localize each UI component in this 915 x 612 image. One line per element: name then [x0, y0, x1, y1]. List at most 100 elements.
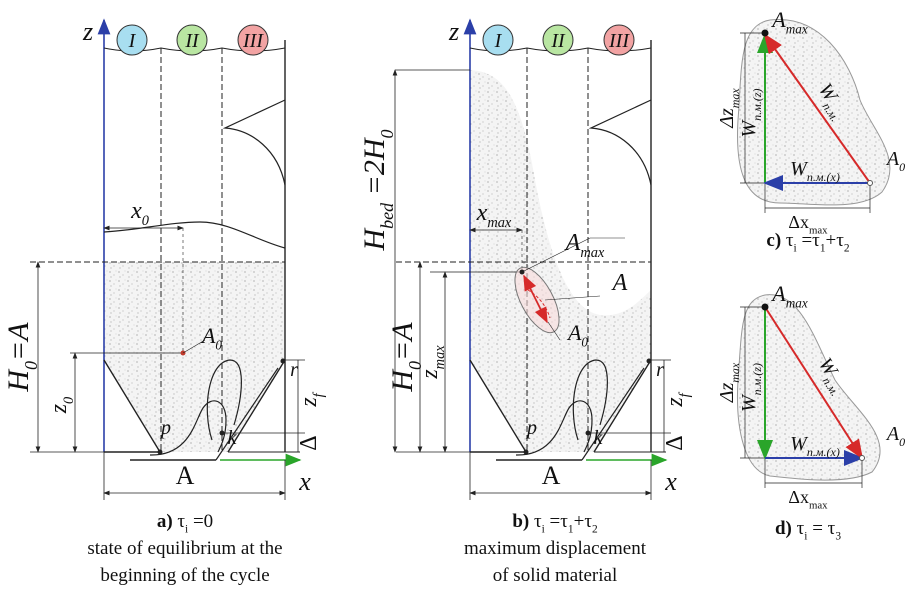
surface-wave: [104, 222, 285, 248]
zone-label: III: [242, 30, 264, 52]
label-part: = τ: [807, 518, 835, 539]
label: k: [228, 427, 238, 449]
label-part: z: [46, 403, 72, 414]
particle: [868, 181, 873, 186]
label-part: 0: [405, 361, 425, 370]
label-part: A: [564, 230, 581, 256]
label: r: [290, 359, 298, 381]
label-part: Δz: [716, 108, 738, 129]
label: zf: [296, 391, 327, 407]
label-part: A: [200, 323, 216, 348]
label: Amax: [564, 230, 605, 261]
caption: d) τi = τ3: [775, 518, 841, 543]
label-part: Δx: [788, 212, 809, 232]
label-part: max: [487, 215, 512, 231]
point: [524, 450, 529, 455]
label-part: max: [809, 499, 828, 511]
label-part: bed: [377, 202, 397, 229]
label-part: A: [770, 281, 786, 306]
label: Δxmax: [788, 487, 828, 511]
caption-line: state of equilibrium at the: [87, 538, 282, 559]
particle: [762, 30, 769, 37]
label: z0: [46, 396, 77, 414]
label-part: H: [386, 368, 419, 393]
label-part: d): [775, 518, 792, 539]
label-part: =τ: [545, 511, 568, 532]
point: [158, 450, 163, 455]
axis-label: x: [664, 467, 677, 496]
label-part: п.м.(x): [807, 445, 840, 459]
label-part: 0: [899, 160, 905, 174]
label-part: c): [766, 230, 781, 251]
zone-label: I: [494, 30, 503, 52]
label-part: 0: [61, 396, 77, 404]
label-part: z: [296, 397, 322, 408]
label: A: [542, 461, 561, 490]
label-part: 0: [142, 213, 150, 229]
label-part: z: [417, 369, 443, 380]
label-part: τ: [792, 518, 805, 539]
zone-label: II: [550, 30, 566, 52]
caption: a) τi =0: [157, 511, 213, 536]
label-part: =τ: [797, 230, 820, 251]
label: p: [525, 417, 537, 439]
label-part: max: [786, 22, 808, 37]
label-part: x: [476, 200, 488, 226]
label-part: z: [662, 397, 688, 408]
label: H0=A: [2, 322, 41, 393]
label: A: [611, 270, 628, 296]
point: [586, 431, 591, 436]
gas-cavity: [591, 100, 651, 185]
label-part: A: [770, 7, 786, 32]
label-part: п.м.(z): [750, 363, 764, 395]
label: k: [594, 427, 604, 449]
caption: b) τi =τ1+τ2: [512, 511, 598, 536]
label-part: 2: [844, 243, 850, 255]
particle: [860, 456, 865, 461]
label-part: 0: [377, 129, 397, 138]
label-part: 2: [592, 524, 598, 536]
label-part: =A: [2, 322, 35, 361]
figure: IIIIIIzxpkrzfΔAIIIIIIzxpkrzfΔAx0A0H0=Az0…: [0, 0, 915, 612]
label-part: max: [580, 245, 605, 261]
label-part: b): [512, 511, 529, 532]
particle: [762, 304, 769, 311]
granular-bed: [470, 70, 651, 452]
label-part: τ: [529, 511, 542, 532]
label-part: H: [2, 368, 35, 393]
label-part: +τ: [826, 230, 845, 251]
gas-cavity: [225, 100, 285, 185]
label-part: A: [885, 148, 900, 170]
label: Δ: [662, 435, 688, 450]
label-part: A: [885, 423, 900, 445]
label-part: 0: [215, 338, 222, 353]
label-part: Δx: [788, 487, 809, 507]
caption-line: maximum displacement: [464, 538, 647, 559]
axis-label: x: [298, 467, 311, 496]
label-part: 0: [581, 335, 588, 350]
label-part: 0: [899, 435, 905, 449]
label: p: [159, 417, 171, 439]
label: zf: [662, 391, 693, 407]
label: H0=A: [386, 322, 425, 393]
label-part: Δz: [716, 383, 738, 404]
label-part: =0: [188, 511, 213, 532]
label-part: п.м.(z): [750, 89, 764, 121]
zone-label: I: [128, 30, 137, 52]
axis-label: z: [448, 17, 459, 46]
label: A0: [885, 423, 905, 449]
label-part: =2H: [358, 136, 391, 203]
point: [220, 431, 225, 436]
label-part: x: [130, 198, 142, 224]
label-part: max: [432, 345, 448, 370]
zone-label: II: [184, 30, 200, 52]
granular-bed: [104, 262, 285, 452]
label-part: H: [358, 227, 391, 252]
caption-line: of solid material: [493, 565, 618, 586]
label-part: max: [728, 88, 742, 109]
caption: c) τi =τ1+τ2: [766, 230, 850, 255]
label-part: =A: [386, 322, 419, 361]
label-part: п.м.(x): [807, 170, 840, 184]
label-part: a): [157, 511, 173, 532]
label-part: max: [786, 296, 808, 311]
